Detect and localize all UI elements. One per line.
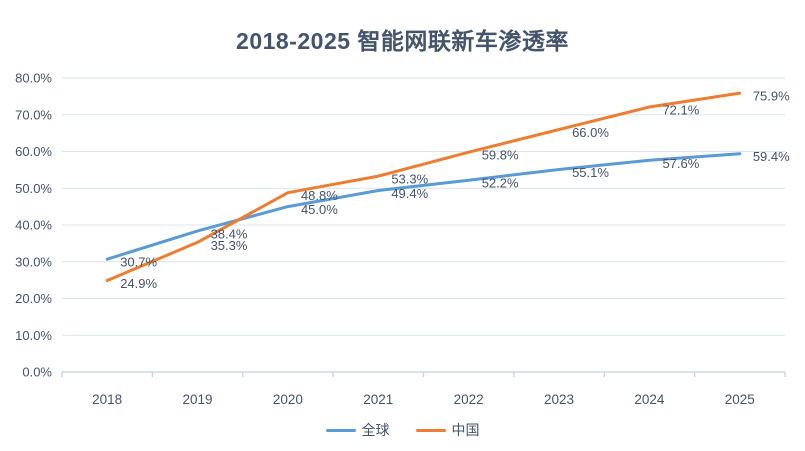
series-line-china <box>105 91 742 282</box>
y-axis-tick-label: 0.0% <box>22 365 52 380</box>
x-axis-tick-label: 2020 <box>273 392 303 407</box>
data-label-china: 72.1% <box>662 103 699 118</box>
legend-label-global: 全球 <box>361 422 390 438</box>
data-label-china: 66.0% <box>572 125 609 140</box>
x-axis-tick-label: 2018 <box>92 392 122 407</box>
data-label-global: 59.4% <box>753 149 790 164</box>
x-axis-tick-label: 2024 <box>634 392 665 407</box>
line-chart-plot: 0.0% 10.0% 20.0% 30.0% 40.0% 50.0% 60.0% 70.0% 8… <box>15 71 790 408</box>
legend-label-china: 中国 <box>451 422 480 438</box>
legend-line-swatch-china <box>415 428 446 432</box>
x-axis-tick-label: 2023 <box>544 392 574 407</box>
data-label-global: 45.0% <box>301 202 338 217</box>
y-axis-tick-label: 10.0% <box>15 328 52 343</box>
data-label-global: 52.2% <box>482 176 519 191</box>
y-axis-tick-label: 20.0% <box>15 291 52 306</box>
legend-item-china[interactable]: 中国 <box>415 420 480 440</box>
x-axis-tick-label: 2019 <box>183 392 213 407</box>
series-line-global <box>105 152 742 261</box>
data-label-china: 53.3% <box>391 172 428 187</box>
y-axis-tick-label: 30.0% <box>15 254 52 269</box>
data-label-china: 59.8% <box>482 148 519 163</box>
x-axis-tick-label: 2025 <box>725 392 755 407</box>
chart-title: 2018-2025 智能网联新车渗透率 <box>236 28 569 54</box>
legend-item-global[interactable]: 全球 <box>325 420 390 440</box>
data-label-global: 38.4% <box>211 226 248 241</box>
data-label-china: 75.9% <box>753 89 790 104</box>
data-label-china: 24.9% <box>120 276 157 291</box>
y-axis-tick-label: 40.0% <box>15 218 52 233</box>
chart-legend: 全球 中国 <box>0 420 805 440</box>
data-label-china: 35.3% <box>211 238 248 253</box>
data-label-global: 30.7% <box>120 255 157 270</box>
x-axis-tick-label: 2022 <box>454 392 484 407</box>
y-axis-tick-label: 60.0% <box>15 144 52 159</box>
data-label-china: 48.8% <box>301 188 338 203</box>
data-label-global: 55.1% <box>572 165 609 180</box>
y-axis-tick-label: 50.0% <box>15 181 52 196</box>
legend-line-swatch-global <box>325 428 356 432</box>
y-axis-tick-label: 80.0% <box>15 71 52 86</box>
data-label-global: 49.4% <box>391 186 428 201</box>
y-axis-tick-label: 70.0% <box>15 107 52 122</box>
data-label-global: 57.6% <box>662 156 699 171</box>
x-axis-tick-label: 2021 <box>363 392 393 407</box>
